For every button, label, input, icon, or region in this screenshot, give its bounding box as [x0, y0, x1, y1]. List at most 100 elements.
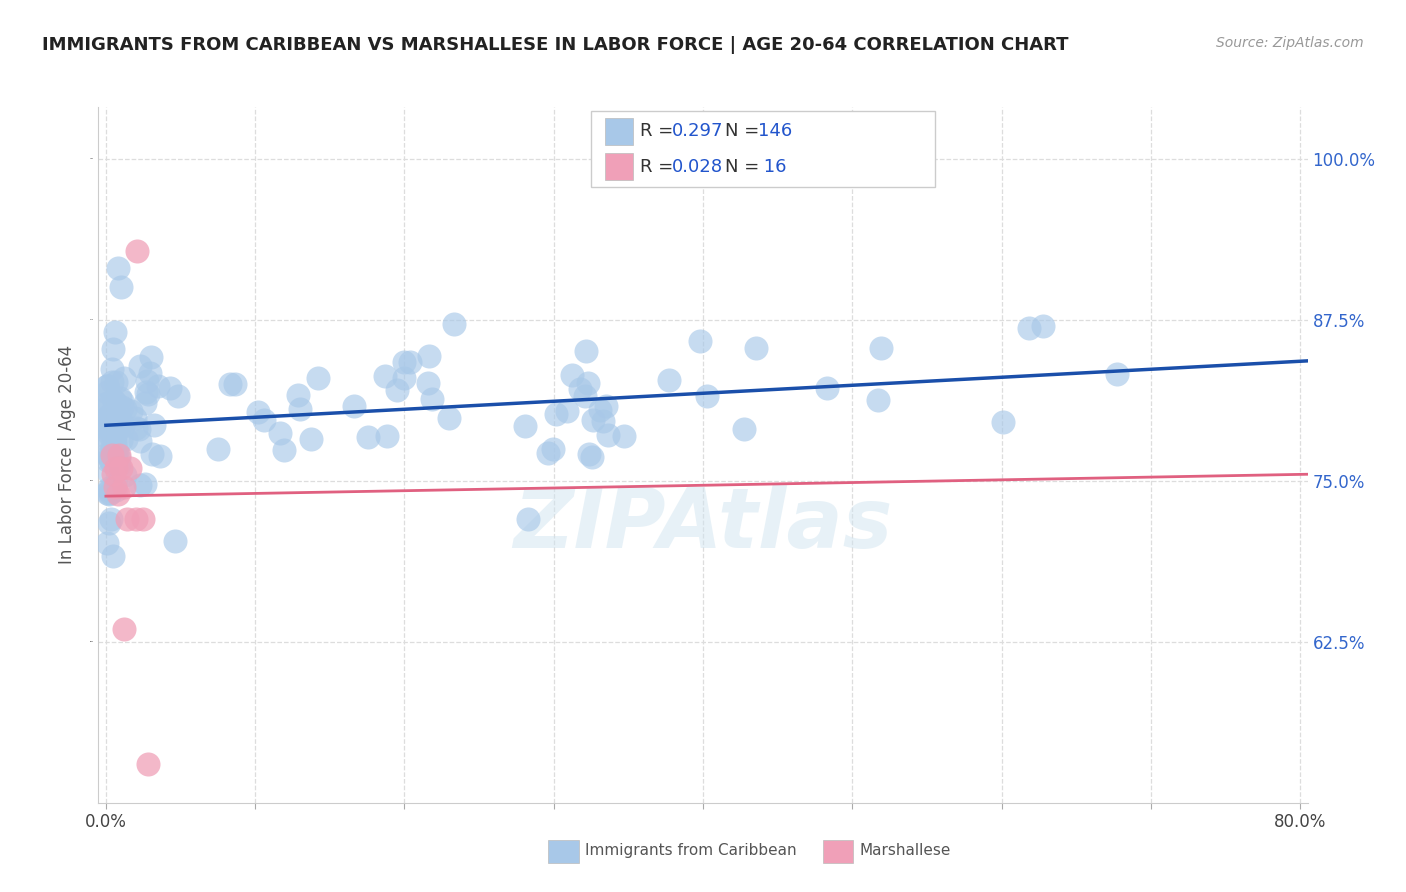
- Point: [589, 403, 612, 417]
- Point: [111, 400, 134, 414]
- Point: [815, 381, 838, 395]
- Point: [517, 512, 540, 526]
- Point: [100, 375, 122, 389]
- Point: [96, 379, 118, 393]
- Point: [146, 379, 169, 393]
- Point: [104, 452, 127, 467]
- Point: [104, 480, 127, 494]
- Point: [103, 448, 125, 462]
- Point: [207, 442, 229, 457]
- Point: [592, 414, 614, 428]
- Point: [1031, 318, 1053, 333]
- Point: [98, 417, 121, 431]
- Point: [97, 431, 120, 445]
- Point: [104, 476, 127, 491]
- Point: [744, 341, 766, 355]
- Point: [129, 434, 152, 448]
- Point: [101, 444, 124, 458]
- Point: [100, 453, 122, 467]
- Point: [101, 404, 124, 418]
- Text: N =: N =: [725, 158, 765, 176]
- Point: [546, 407, 568, 421]
- Point: [112, 371, 135, 385]
- Point: [132, 512, 155, 526]
- Point: [103, 549, 125, 563]
- Point: [97, 434, 120, 448]
- Point: [437, 411, 460, 425]
- Point: [287, 388, 309, 402]
- Point: [112, 622, 135, 636]
- Point: [124, 411, 146, 425]
- Point: [1018, 320, 1040, 334]
- Point: [110, 280, 132, 294]
- Point: [103, 393, 125, 408]
- Point: [107, 261, 129, 276]
- Point: [578, 447, 600, 461]
- Point: [377, 429, 399, 443]
- Text: 0.297: 0.297: [672, 122, 724, 140]
- Y-axis label: In Labor Force | Age 20-64: In Labor Force | Age 20-64: [58, 345, 76, 565]
- Point: [101, 436, 124, 450]
- Point: [96, 400, 118, 414]
- Point: [104, 430, 127, 444]
- Point: [96, 535, 118, 549]
- Point: [98, 486, 121, 500]
- Point: [107, 486, 129, 500]
- Point: [96, 486, 118, 500]
- Point: [141, 447, 163, 461]
- Point: [128, 422, 150, 436]
- Point: [165, 534, 187, 549]
- Point: [218, 377, 240, 392]
- Point: [97, 449, 120, 463]
- Point: [273, 443, 295, 458]
- Point: [598, 428, 620, 442]
- Point: [870, 341, 893, 355]
- Point: [96, 384, 118, 399]
- Point: [111, 419, 134, 434]
- Point: [136, 375, 159, 389]
- Point: [118, 460, 141, 475]
- Point: [108, 458, 131, 472]
- Point: [342, 400, 364, 414]
- Point: [399, 355, 422, 369]
- Text: 16: 16: [758, 158, 786, 176]
- Point: [104, 325, 127, 339]
- Point: [104, 434, 127, 449]
- Point: [110, 460, 132, 475]
- Point: [96, 411, 118, 425]
- Point: [689, 334, 711, 349]
- Point: [108, 391, 131, 405]
- Point: [575, 343, 598, 358]
- Point: [96, 415, 118, 429]
- Point: [98, 487, 121, 501]
- Point: [96, 396, 118, 410]
- Point: [104, 418, 127, 433]
- Text: Source: ZipAtlas.com: Source: ZipAtlas.com: [1216, 36, 1364, 50]
- Point: [166, 389, 188, 403]
- Point: [416, 376, 439, 390]
- Point: [114, 402, 136, 417]
- Point: [124, 421, 146, 435]
- Point: [101, 448, 124, 462]
- Point: [114, 467, 136, 482]
- Point: [105, 445, 128, 459]
- Point: [101, 418, 124, 433]
- Point: [104, 483, 127, 497]
- Point: [96, 447, 118, 461]
- Point: [98, 466, 121, 480]
- Point: [299, 433, 322, 447]
- Point: [247, 405, 270, 419]
- Point: [128, 478, 150, 492]
- Point: [96, 379, 118, 393]
- Point: [288, 401, 311, 416]
- Point: [581, 450, 603, 464]
- Point: [252, 413, 274, 427]
- Point: [134, 476, 156, 491]
- Point: [991, 415, 1014, 429]
- Point: [98, 516, 121, 530]
- Point: [357, 430, 380, 444]
- Point: [658, 373, 681, 387]
- Point: [101, 456, 124, 470]
- Text: IMMIGRANTS FROM CARIBBEAN VS MARSHALLESE IN LABOR FORCE | AGE 20-64 CORRELATION : IMMIGRANTS FROM CARIBBEAN VS MARSHALLESE…: [42, 36, 1069, 54]
- Point: [110, 434, 132, 448]
